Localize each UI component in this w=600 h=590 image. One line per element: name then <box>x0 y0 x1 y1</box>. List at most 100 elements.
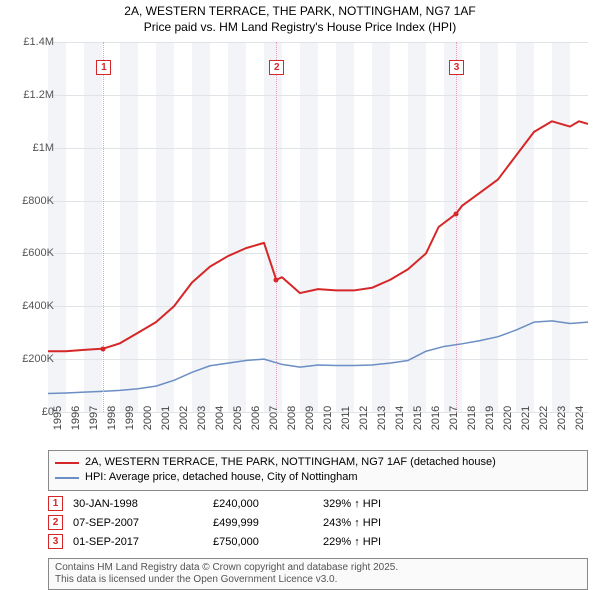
x-tick-label: 2007 <box>268 406 280 430</box>
alt-band <box>120 42 138 412</box>
sale-marker-vline <box>276 42 277 412</box>
alt-band <box>444 42 462 412</box>
sales-row-date: 01-SEP-2017 <box>73 536 203 548</box>
alt-band <box>552 42 570 412</box>
sale-marker-dot <box>274 277 279 282</box>
x-tick-label: 2013 <box>376 406 388 430</box>
sales-row-pct: 229% ↑ HPI <box>323 536 463 548</box>
x-tick-label: 2023 <box>556 406 568 430</box>
alt-band <box>84 42 102 412</box>
x-tick-label: 2024 <box>574 406 586 430</box>
gridline-h <box>48 253 588 254</box>
x-tick-label: 1999 <box>124 406 136 430</box>
sales-row-date: 30-JAN-1998 <box>73 498 203 510</box>
x-tick-label: 2009 <box>304 406 316 430</box>
alt-band <box>516 42 534 412</box>
gridline-h <box>48 201 588 202</box>
x-tick-label: 1995 <box>52 406 64 430</box>
gridline-h <box>48 306 588 307</box>
sale-marker-box: 1 <box>96 60 111 75</box>
sales-row: 3 01-SEP-2017 £750,000 229% ↑ HPI <box>48 532 588 551</box>
title-line-2: Price paid vs. HM Land Registry's House … <box>0 20 600 36</box>
sales-row-pct: 329% ↑ HPI <box>323 498 463 510</box>
sales-row-marker: 1 <box>48 496 63 511</box>
x-tick-label: 2018 <box>466 406 478 430</box>
gridline-h <box>48 148 588 149</box>
y-tick-label: £600K <box>12 247 54 259</box>
sales-row-price: £499,999 <box>213 517 313 529</box>
plot-background <box>48 42 588 412</box>
attribution-box: Contains HM Land Registry data © Crown c… <box>48 558 588 590</box>
x-tick-label: 1996 <box>70 406 82 430</box>
x-tick-label: 2022 <box>538 406 550 430</box>
sale-marker-dot <box>454 211 459 216</box>
attribution-line-1: Contains HM Land Registry data © Crown c… <box>55 562 581 574</box>
y-tick-label: £1M <box>12 142 54 154</box>
sales-row-pct: 243% ↑ HPI <box>323 517 463 529</box>
sale-marker-box: 3 <box>449 60 464 75</box>
y-tick-label: £0 <box>12 406 54 418</box>
sale-marker-box: 2 <box>269 60 284 75</box>
attribution-line-2: This data is licensed under the Open Gov… <box>55 574 581 586</box>
y-tick-label: £1.4M <box>12 36 54 48</box>
x-tick-label: 2017 <box>448 406 460 430</box>
x-tick-label: 2006 <box>250 406 262 430</box>
x-tick-label: 2000 <box>142 406 154 430</box>
legend-box: 2A, WESTERN TERRACE, THE PARK, NOTTINGHA… <box>48 450 588 491</box>
chart-area: 1 2 3 <box>48 42 588 412</box>
sale-marker-vline <box>103 42 104 412</box>
legend-swatch-hpi <box>55 477 79 479</box>
legend-label-hpi: HPI: Average price, detached house, City… <box>85 470 358 485</box>
x-tick-label: 2016 <box>430 406 442 430</box>
x-tick-label: 1997 <box>88 406 100 430</box>
x-tick-label: 2011 <box>340 406 352 430</box>
alt-band <box>336 42 354 412</box>
y-tick-label: £400K <box>12 300 54 312</box>
title-block: 2A, WESTERN TERRACE, THE PARK, NOTTINGHA… <box>0 0 600 35</box>
alt-band <box>264 42 282 412</box>
x-tick-label: 2021 <box>520 406 532 430</box>
x-tick-label: 2014 <box>394 406 406 430</box>
legend-swatch-property <box>55 462 79 464</box>
x-tick-label: 2019 <box>484 406 496 430</box>
sale-marker-vline <box>456 42 457 412</box>
sales-row-marker: 2 <box>48 515 63 530</box>
sales-row-date: 07-SEP-2007 <box>73 517 203 529</box>
x-tick-label: 2012 <box>358 406 370 430</box>
gridline-h <box>48 359 588 360</box>
x-tick-label: 2001 <box>160 406 172 430</box>
alt-band <box>372 42 390 412</box>
gridline-h <box>48 95 588 96</box>
legend-row-property: 2A, WESTERN TERRACE, THE PARK, NOTTINGHA… <box>55 455 581 470</box>
x-tick-label: 2015 <box>412 406 424 430</box>
alt-band <box>192 42 210 412</box>
x-tick-label: 2002 <box>178 406 190 430</box>
y-tick-label: £200K <box>12 353 54 365</box>
sales-table: 1 30-JAN-1998 £240,000 329% ↑ HPI 2 07-SEP-20… <box>48 494 588 551</box>
alt-band <box>408 42 426 412</box>
legend-label-property: 2A, WESTERN TERRACE, THE PARK, NOTTINGHA… <box>85 455 496 470</box>
x-tick-label: 1998 <box>106 406 118 430</box>
alt-band <box>228 42 246 412</box>
x-tick-label: 2020 <box>502 406 514 430</box>
legend-row-hpi: HPI: Average price, detached house, City… <box>55 470 581 485</box>
alt-band <box>300 42 318 412</box>
sales-row: 1 30-JAN-1998 £240,000 329% ↑ HPI <box>48 494 588 513</box>
x-tick-label: 2010 <box>322 406 334 430</box>
sales-row-price: £750,000 <box>213 536 313 548</box>
alt-band <box>156 42 174 412</box>
sales-row: 2 07-SEP-2007 £499,999 243% ↑ HPI <box>48 513 588 532</box>
sales-row-marker: 3 <box>48 534 63 549</box>
sale-marker-dot <box>101 346 106 351</box>
sales-row-price: £240,000 <box>213 498 313 510</box>
chart-container: 2A, WESTERN TERRACE, THE PARK, NOTTINGHA… <box>0 0 600 590</box>
x-tick-label: 2008 <box>286 406 298 430</box>
x-tick-label: 2004 <box>214 406 226 430</box>
gridline-h <box>48 42 588 43</box>
y-tick-label: £800K <box>12 195 54 207</box>
x-tick-label: 2005 <box>232 406 244 430</box>
x-tick-label: 2003 <box>196 406 208 430</box>
y-tick-label: £1.2M <box>12 89 54 101</box>
title-line-1: 2A, WESTERN TERRACE, THE PARK, NOTTINGHA… <box>0 4 600 20</box>
alt-band <box>480 42 498 412</box>
